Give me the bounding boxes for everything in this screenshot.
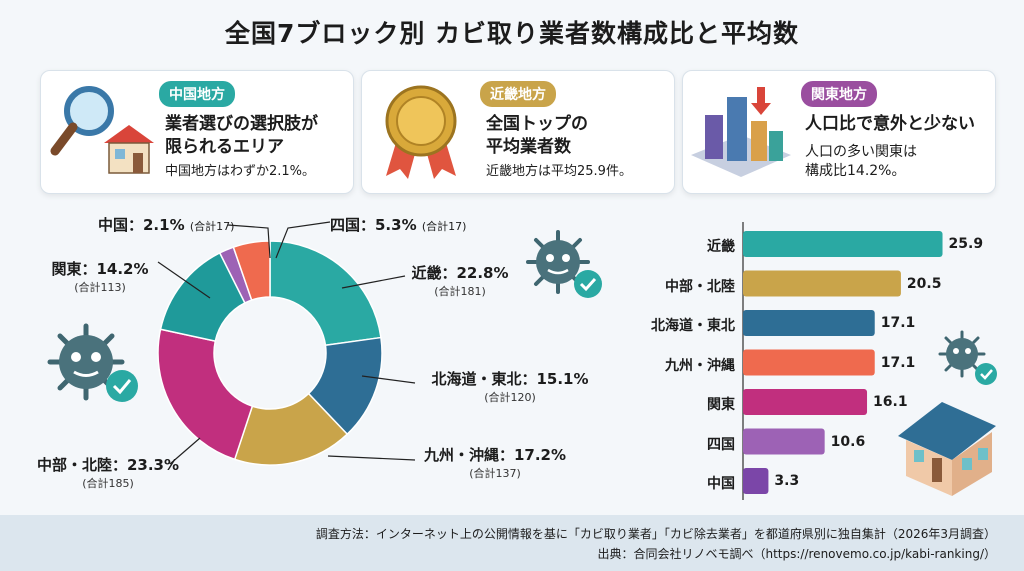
card-subtext: 中国地方はわずか2.1%。 <box>165 164 316 179</box>
bar-value-label: 3.3 <box>774 473 800 489</box>
bar-value-label: 16.1 <box>873 394 908 410</box>
slice-label-kinki: 近畿：22.8% (合計181) <box>395 262 525 299</box>
card-subtext: 近畿地方は平均25.9件。 <box>486 164 632 179</box>
slice-count-label: (合計17) <box>189 220 235 233</box>
bar-value-label: 17.1 <box>880 354 916 371</box>
bar-1 <box>743 270 901 297</box>
bar-category-label: 中国 <box>707 476 735 492</box>
leader-line-1 <box>275 221 331 259</box>
city-buildings-icon <box>691 85 791 185</box>
leader-line-6 <box>169 437 201 465</box>
info-card-kinki: 近畿地方 全国トップの 平均業者数 近畿地方は平均25.9件。 <box>361 70 675 194</box>
bar-5 <box>743 428 825 455</box>
slice-label-kyushu-okinawa: 九州・沖縄：17.2% (合計137) <box>410 444 580 481</box>
slice-label-kanto: 関東：14.2% (合計113) <box>40 258 160 295</box>
slice-label: 中部・北陸：23.3% <box>36 456 180 474</box>
bar-value-label: 20.5 <box>906 275 942 292</box>
source-credit: 出典：合同会社リノベモ調べ（https://renovemo.co.jp/kab… <box>597 547 997 561</box>
magnifier-house-icon <box>49 81 159 185</box>
bar-2 <box>743 310 875 336</box>
leader-line-4 <box>361 375 416 384</box>
house-icon <box>898 402 996 496</box>
bar-6 <box>743 468 769 494</box>
bar-category-label: 関東 <box>707 397 735 413</box>
bar-value-label: 25.9 <box>948 236 984 252</box>
pie-slice-3 <box>157 328 254 461</box>
bar-4 <box>743 389 868 415</box>
slice-label: 近畿：22.8% <box>411 264 509 282</box>
card-headline: 業者選びの選択肢が <box>165 114 318 134</box>
slice-label: 関東：14.2% <box>51 260 149 278</box>
card-headline: 人口比で意外と少ない <box>805 114 975 134</box>
slice-label: 九州・沖縄：17.2% <box>423 446 567 464</box>
slice-count-label: (合計185) <box>82 477 134 490</box>
bar-category-label: 四国 <box>707 436 735 453</box>
pie-slice-0 <box>269 240 382 347</box>
info-card-chugoku: 中国地方 業者選びの選択肢が 限られるエリア 中国地方はわずか2.1%。 <box>40 70 354 194</box>
slice-label-chubu-hokuriku: 中部・北陸：23.3% (合計185) <box>28 454 188 491</box>
slice-label-hokkaido-tohoku: 北海道・東北：15.1% (合計120) <box>410 368 610 405</box>
slice-count-label: (合計120) <box>484 391 536 404</box>
mold-virus-icon <box>47 323 138 402</box>
donut-chart <box>157 221 416 466</box>
card-subtext-2: 構成比14.2%。 <box>805 163 906 179</box>
gold-medal-icon <box>376 81 466 185</box>
bar-value-label: 10.6 <box>830 433 866 450</box>
card-badge: 関東地方 <box>801 81 877 107</box>
slice-count-label: (合計137) <box>469 467 521 480</box>
bar-category-label: 北海道・東北 <box>651 318 735 334</box>
bar-category-label: 近畿 <box>707 239 735 255</box>
card-headline-2: 限られるエリア <box>165 137 284 157</box>
slice-label: 中国：2.1% <box>98 216 185 234</box>
page-title: 全国7ブロック別 カビ取り業者数構成比と平均数 <box>224 19 800 48</box>
pie-slice-6 <box>232 240 271 302</box>
card-badge: 近畿地方 <box>480 81 556 107</box>
card-subtext: 人口の多い関東は <box>805 144 917 160</box>
leader-line-2 <box>157 261 211 299</box>
bar-chart <box>742 222 943 500</box>
slice-count-label: (合計113) <box>74 281 126 294</box>
card-headline-2: 平均業者数 <box>486 137 571 157</box>
leader-line-5 <box>327 455 416 461</box>
mold-virus-icon <box>526 230 602 298</box>
slice-label-shikoku: 四国：5.3% (合計17) <box>330 214 466 235</box>
survey-method: 調査方法：インターネット上の公開情報を基に「カビ取り業者」「カビ除去業者」を都道… <box>315 527 996 541</box>
slice-count-label: (合計17) <box>421 220 467 233</box>
slice-label: 北海道・東北：15.1% <box>431 370 589 388</box>
card-headline: 全国トップの <box>486 114 588 134</box>
bar-category-label: 九州・沖縄 <box>665 357 735 374</box>
bar-category-label: 中部・北陸 <box>665 278 735 295</box>
slice-label-chugoku: 中国：2.1% (合計17) <box>98 214 234 235</box>
bar-0 <box>743 231 943 257</box>
leader-line-3 <box>341 275 406 289</box>
slice-count-label: (合計181) <box>434 285 486 298</box>
footer: 調査方法：インターネット上の公開情報を基に「カビ取り業者」「カビ除去業者」を都道… <box>0 515 1024 571</box>
info-card-kanto: 関東地方 人口比で意外と少ない 人口の多い関東は 構成比14.2%。 <box>682 70 996 194</box>
mold-virus-icon <box>938 330 997 385</box>
card-badge: 中国地方 <box>159 81 235 107</box>
bar-value-label: 17.1 <box>880 315 916 331</box>
slice-label: 四国：5.3% <box>330 216 417 234</box>
leader-line-0 <box>227 224 271 259</box>
bar-3 <box>743 349 875 376</box>
